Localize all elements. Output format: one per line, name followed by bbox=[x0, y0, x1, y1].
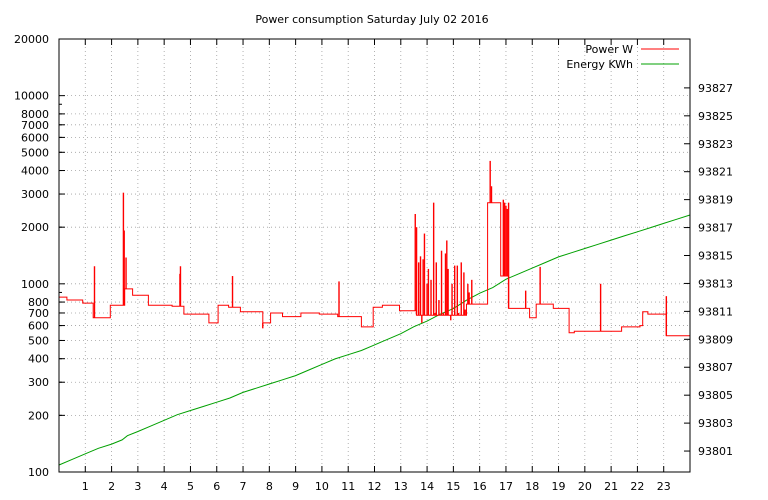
y-tick-label: 500 bbox=[28, 334, 49, 347]
y-tick-label: 100 bbox=[28, 466, 49, 479]
tick-labels: 1 2 3 4 5 6 7 8 9 10 11 12 13 14 15 16 17 18 19 20 21 22 23100… bbox=[14, 33, 733, 493]
x-tick-label: 3 bbox=[134, 480, 141, 493]
legend-label: Energy KWh bbox=[566, 58, 633, 71]
y2-tick-label: 93813 bbox=[698, 277, 733, 290]
y2-tick-label: 93811 bbox=[698, 305, 733, 318]
x-tick-label: 17 bbox=[499, 480, 513, 493]
chart-title: Power consumption Saturday July 02 2016 bbox=[255, 13, 488, 26]
x-tick-label: 10 bbox=[315, 480, 329, 493]
y2-tick-label: 93819 bbox=[698, 194, 733, 207]
legend-label: Power W bbox=[585, 43, 633, 56]
y-tick-label: 2000 bbox=[21, 221, 49, 234]
x-tick-label: 21 bbox=[604, 480, 618, 493]
y-tick-label: 600 bbox=[28, 320, 49, 333]
legend: Power W Energy KWh bbox=[566, 43, 679, 71]
y2-tick-label: 93825 bbox=[698, 110, 733, 123]
y-tick-label: 300 bbox=[28, 376, 49, 389]
y-tick-label: 8000 bbox=[21, 108, 49, 121]
x-tick-label: 23 bbox=[657, 480, 671, 493]
y-tick-label: 6000 bbox=[21, 131, 49, 144]
y2-tick-label: 93809 bbox=[698, 333, 733, 346]
y-tick-label: 20000 bbox=[14, 33, 49, 46]
y2-tick-label: 93827 bbox=[698, 82, 733, 95]
y2-tick-label: 93807 bbox=[698, 361, 733, 374]
x-tick-label: 7 bbox=[240, 480, 247, 493]
x-tick-label: 14 bbox=[420, 480, 434, 493]
y2-tick-label: 93821 bbox=[698, 166, 733, 179]
series-energy-line bbox=[58, 214, 691, 466]
x-tick-label: 20 bbox=[578, 480, 592, 493]
y-tick-label: 800 bbox=[28, 296, 49, 309]
ticks bbox=[59, 38, 690, 473]
x-tick-label: 9 bbox=[292, 480, 299, 493]
x-tick-label: 6 bbox=[213, 480, 220, 493]
x-tick-label: 1 bbox=[82, 480, 89, 493]
y2-tick-label: 93803 bbox=[698, 417, 733, 430]
x-tick-label: 16 bbox=[473, 480, 487, 493]
y2-tick-label: 93801 bbox=[698, 445, 733, 458]
x-tick-label: 8 bbox=[266, 480, 273, 493]
x-tick-label: 19 bbox=[552, 480, 566, 493]
y-tick-label: 4000 bbox=[21, 165, 49, 178]
y2-tick-label: 93805 bbox=[698, 389, 733, 402]
x-tick-label: 12 bbox=[368, 480, 382, 493]
y-tick-label: 400 bbox=[28, 353, 49, 366]
x-tick-label: 18 bbox=[525, 480, 539, 493]
y-tick-label: 3000 bbox=[21, 188, 49, 201]
y-tick-label: 10000 bbox=[14, 90, 49, 103]
series-layer bbox=[58, 160, 691, 466]
x-tick-label: 5 bbox=[187, 480, 194, 493]
x-tick-label: 22 bbox=[630, 480, 644, 493]
grid bbox=[59, 39, 690, 472]
y-tick-label: 700 bbox=[28, 307, 49, 320]
y2-tick-label: 93815 bbox=[698, 250, 733, 263]
y-tick-label: 1000 bbox=[21, 278, 49, 291]
series-power-line bbox=[59, 202, 690, 337]
x-tick-label: 13 bbox=[394, 480, 408, 493]
y2-tick-label: 93817 bbox=[698, 222, 733, 235]
y-tick-label: 7000 bbox=[21, 119, 49, 132]
y2-tick-label: 93823 bbox=[698, 138, 733, 151]
x-tick-label: 11 bbox=[341, 480, 355, 493]
x-tick-label: 2 bbox=[108, 480, 115, 493]
y-tick-label: 200 bbox=[28, 409, 49, 422]
x-tick-label: 15 bbox=[446, 480, 460, 493]
x-tick-label: 4 bbox=[161, 480, 168, 493]
y-tick-label: 5000 bbox=[21, 146, 49, 159]
